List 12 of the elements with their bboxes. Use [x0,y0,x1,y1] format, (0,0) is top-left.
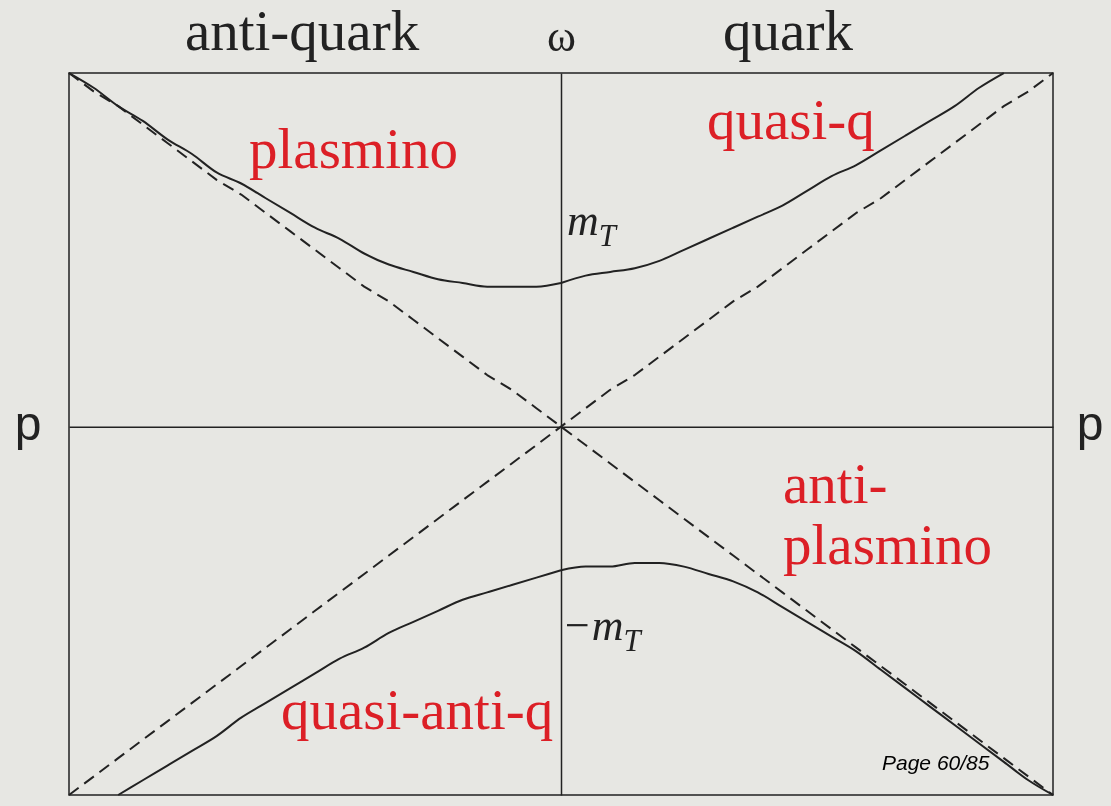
text: p [14,396,42,450]
annotation: m$_{T}$ [567,195,618,253]
text: anti-quark [184,0,420,62]
annotation: −m$_{T}$ [562,600,643,658]
y-axis-title: ω [547,11,576,61]
annotation: Page 60/85 [882,751,990,774]
x-axis-title: p [1076,396,1104,450]
series-label: plasmino [249,117,458,180]
series-label: anti-plasmino [783,452,992,576]
series-label: quasi-anti-q [281,678,554,741]
text: quark [723,0,854,62]
series-label: quasi-q [707,88,875,151]
